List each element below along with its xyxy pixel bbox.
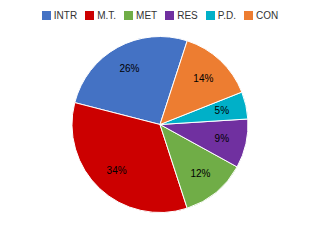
svg-text:12%: 12% xyxy=(190,168,210,179)
html-text:MET: MET xyxy=(136,9,158,21)
svg-text:9%: 9% xyxy=(215,133,230,144)
svg-text:5%: 5% xyxy=(215,105,230,116)
html-text:M.T.: M.T. xyxy=(97,9,117,21)
svg-text:14%: 14% xyxy=(193,73,213,84)
html-text:CON: CON xyxy=(255,9,279,21)
html-text:RES: RES xyxy=(177,9,198,21)
svg-text:34%: 34% xyxy=(107,165,127,176)
svg-text:26%: 26% xyxy=(119,63,139,74)
html-text:P.D.: P.D. xyxy=(217,9,236,21)
html-text:INTR: INTR xyxy=(53,9,78,21)
